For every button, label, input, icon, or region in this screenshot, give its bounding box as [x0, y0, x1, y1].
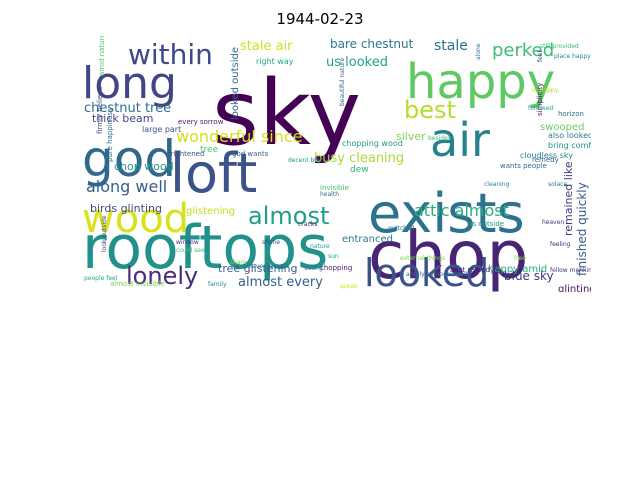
word-stale-air: stale air — [240, 39, 293, 54]
word-window: window — [176, 239, 199, 246]
word-right-way: right way — [256, 57, 294, 66]
word-best-remedy: best remedy — [450, 266, 494, 274]
word-wants-people: wants people — [500, 162, 547, 170]
word-long: long — [82, 58, 177, 109]
word-horizon: horizon — [558, 110, 584, 118]
word-solace: solace — [548, 181, 567, 188]
word-could-see: could see — [176, 247, 205, 254]
word-speak: speak — [340, 283, 358, 290]
word-people-feel: people feel — [84, 275, 118, 282]
word-chop: chop — [368, 217, 528, 292]
word-followed: followed — [528, 105, 553, 112]
word-chop-wood: chop wood — [114, 160, 174, 173]
word-us-looked: us looked — [326, 55, 388, 70]
word-amply-compensated: amply compensated — [406, 271, 467, 278]
word-still-provided: still provided — [540, 43, 579, 50]
word-invisible: invisible — [320, 184, 349, 192]
word-free: free — [514, 255, 526, 262]
word-external-things: external things — [400, 255, 445, 262]
word-cracks: cracks — [298, 221, 317, 228]
word-pure-happiness: pure happiness — [106, 108, 114, 162]
word-us-outside: us outside — [468, 220, 504, 228]
word-perked: perked — [492, 40, 554, 61]
word-stale: stale — [434, 38, 468, 54]
word-every-sorrow: every sorrow — [178, 118, 224, 126]
word-look-outside: look outside — [101, 215, 108, 252]
word-god: god — [82, 130, 176, 188]
word-god-wants: god wants — [232, 150, 269, 158]
word-fellow-mankind: fellow mankind — [550, 267, 591, 274]
word-family: family — [208, 281, 227, 288]
figure-title: 1944-02-23 — [276, 10, 364, 28]
word-chopping-wood: chopping wood — [342, 139, 403, 148]
word-looked: looked — [364, 251, 489, 292]
word-feeling: feeling — [550, 241, 571, 248]
word-glinting: glinting — [558, 284, 591, 292]
word-alone: alone — [475, 43, 482, 60]
word-large-part: large part — [142, 125, 181, 134]
word-busy-cleaning: busy cleaning — [314, 151, 404, 166]
word-share: share — [230, 259, 247, 266]
word-frightened: frightened — [168, 150, 204, 158]
word-birds-glinting: birds glinting — [90, 202, 162, 215]
word-happy: happy — [406, 54, 555, 110]
word-silver: silver — [396, 130, 426, 143]
word-sun: sun — [328, 253, 339, 260]
word-bring-comfort: bring comfort — [548, 141, 591, 150]
word-along-well: along well — [86, 177, 167, 196]
word-cleaning: cleaning — [484, 181, 510, 188]
word-besides: besides — [428, 135, 451, 142]
word-matched: matched — [388, 225, 415, 232]
word-rooftops: rooftops — [82, 213, 328, 283]
word-loft: loft — [170, 142, 257, 205]
word-tree: tree — [200, 145, 219, 155]
word-almost-every: almost every — [238, 275, 323, 290]
word-cloudless-sky: cloudless sky — [520, 151, 573, 160]
word-remained-like: remained like — [562, 161, 575, 236]
word-unhappy: unhappy — [532, 87, 559, 94]
word-decent-boy: decent boy — [288, 157, 322, 164]
word-sky: sky — [212, 61, 361, 166]
word-chopping: chopping — [320, 264, 352, 272]
word-entranced: entranced — [342, 234, 393, 245]
word-bare-chestnut: bare chestnut — [330, 37, 414, 51]
word-attic-almost: attic almost — [414, 201, 509, 220]
word-health: health — [320, 191, 339, 198]
word-finished-quickly: finished quickly — [575, 182, 589, 276]
word-also-looked: also looked — [548, 131, 591, 140]
word-amid-nature: amid nature — [98, 36, 106, 76]
word-happy-amid: happy amid — [488, 264, 547, 275]
word-almost-invisible: almost invisible — [110, 280, 165, 288]
word-simplicity: simplicity — [536, 83, 544, 116]
word-dew: dew — [350, 165, 369, 175]
word-swooped: swooped — [540, 122, 584, 133]
word-looked-outside: looked outside — [230, 47, 241, 120]
word-thick-beam: thick beam — [92, 112, 153, 125]
word-nature: nature — [310, 243, 330, 250]
word-within: within — [128, 38, 213, 71]
word-best: best — [404, 96, 456, 124]
word-beautiful-nature: beautiful nature — [339, 58, 346, 106]
word-tree-glistening: tree glistening — [218, 262, 298, 275]
word-air: air — [430, 113, 490, 167]
word-wood: wood — [82, 196, 189, 242]
word-lonely: lonely — [126, 262, 198, 290]
word-wonderful-since: wonderful since — [176, 127, 302, 146]
word-exists: exists — [368, 182, 525, 245]
word-blue-sky: blue sky — [504, 269, 554, 283]
word-place-happy: place happy — [554, 53, 591, 60]
word-sitting: sitting — [304, 265, 323, 272]
word-feel: feel — [537, 51, 544, 62]
word-almost: almost — [248, 202, 329, 230]
word-shone: shone — [262, 239, 280, 246]
word-firmly-believe: firmly believe — [96, 86, 104, 134]
word-glistening: glistening — [186, 206, 235, 217]
word-favorite-spot: favorite spot — [250, 263, 289, 270]
word-cloud: sky loft exists rooftops chop happy long god air… — [80, 36, 591, 292]
word-remedy: remedy — [532, 156, 559, 164]
word-chestnut-tree: chestnut tree — [84, 101, 171, 116]
word-heaven: heaven — [542, 219, 564, 226]
